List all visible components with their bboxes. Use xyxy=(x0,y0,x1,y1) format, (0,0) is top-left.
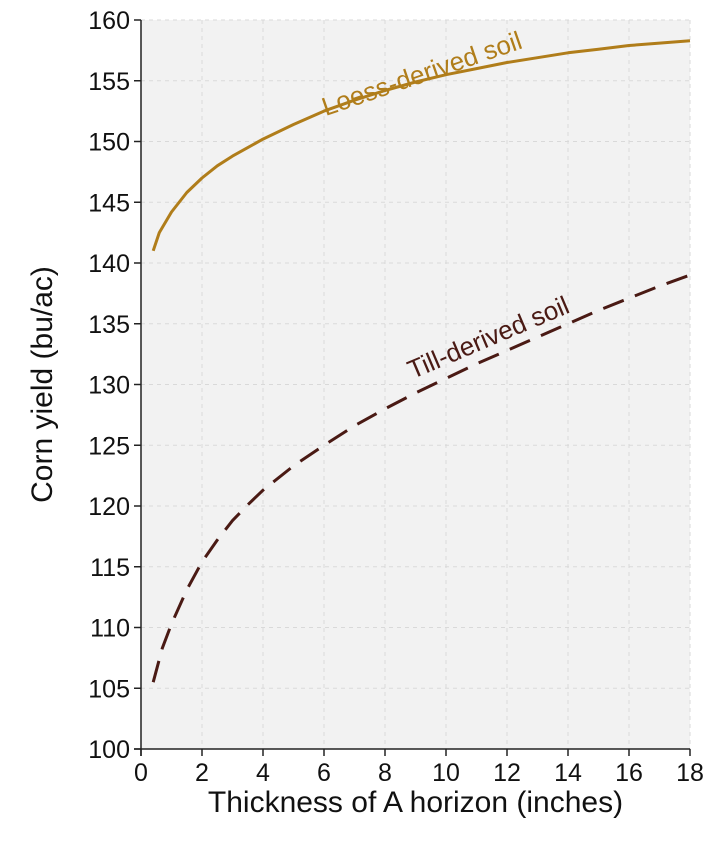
y-tick-label: 130 xyxy=(88,372,130,400)
y-tick-label: 125 xyxy=(88,432,130,460)
x-tick-label: 18 xyxy=(676,759,704,787)
x-tick-label: 0 xyxy=(134,759,148,787)
x-tick-label: 14 xyxy=(554,759,582,787)
y-tick-label: 105 xyxy=(88,675,130,703)
loess-series-line xyxy=(151,39,691,252)
y-axis-title: Corn yield (bu/ac) xyxy=(26,266,59,503)
y-tick-label: 160 xyxy=(88,7,130,35)
y-tick-label: 140 xyxy=(88,250,130,278)
x-axis-title: Thickness of A horizon (inches) xyxy=(208,786,623,819)
x-tick-label: 8 xyxy=(378,759,392,787)
y-tick-label: 115 xyxy=(90,554,130,582)
y-tick-label: 150 xyxy=(88,129,130,157)
y-tick-label: 135 xyxy=(88,311,130,339)
x-tick-label: 6 xyxy=(317,759,331,787)
axes xyxy=(134,19,691,756)
grid xyxy=(140,19,691,750)
y-tick-label: 110 xyxy=(90,615,130,643)
y-tick-label: 155 xyxy=(88,68,130,96)
x-tick-label: 16 xyxy=(615,759,643,787)
till-series-line xyxy=(151,273,691,683)
x-tick-label: 12 xyxy=(493,759,521,787)
y-tick-label: 100 xyxy=(88,736,130,764)
y-tick-label: 120 xyxy=(88,493,130,521)
x-tick-label: 2 xyxy=(195,759,209,787)
series-lines xyxy=(151,39,691,683)
y-tick-label: 145 xyxy=(88,189,130,217)
x-tick-label: 10 xyxy=(432,759,460,787)
x-tick-label: 4 xyxy=(256,759,270,787)
